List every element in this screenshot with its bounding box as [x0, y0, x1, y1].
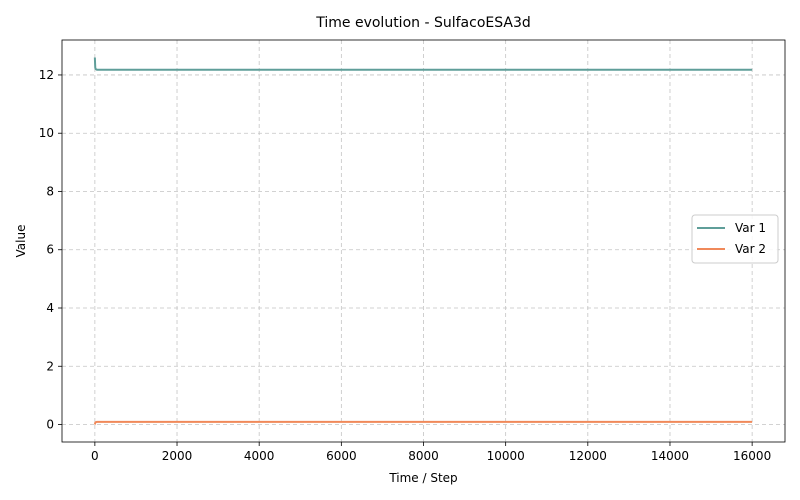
legend: Var 1 Var 2	[692, 215, 778, 263]
x-tick-label: 2000	[162, 449, 193, 463]
y-tick-label: 2	[46, 359, 54, 373]
y-tick-label: 10	[39, 126, 54, 140]
y-tick-label: 6	[46, 243, 54, 257]
y-axis-title: Value	[14, 225, 28, 258]
x-tick-label: 8000	[408, 449, 439, 463]
y-tick-label: 8	[46, 184, 54, 198]
x-tick-label: 16000	[733, 449, 771, 463]
x-tick-label: 4000	[244, 449, 275, 463]
y-tick-label: 4	[46, 301, 54, 315]
x-axis-title: Time / Step	[388, 471, 457, 485]
legend-label: Var 2	[735, 242, 766, 256]
x-tick-label: 6000	[326, 449, 357, 463]
y-tick-label: 0	[46, 418, 54, 432]
x-tick-label: 0	[91, 449, 99, 463]
y-tick-label: 12	[39, 68, 54, 82]
legend-label: Var 1	[735, 221, 766, 235]
x-tick-label: 12000	[569, 449, 607, 463]
x-tick-label: 10000	[487, 449, 525, 463]
chart-title: Time evolution - SulfacoESA3d	[315, 15, 531, 31]
x-tick-label: 14000	[651, 449, 689, 463]
